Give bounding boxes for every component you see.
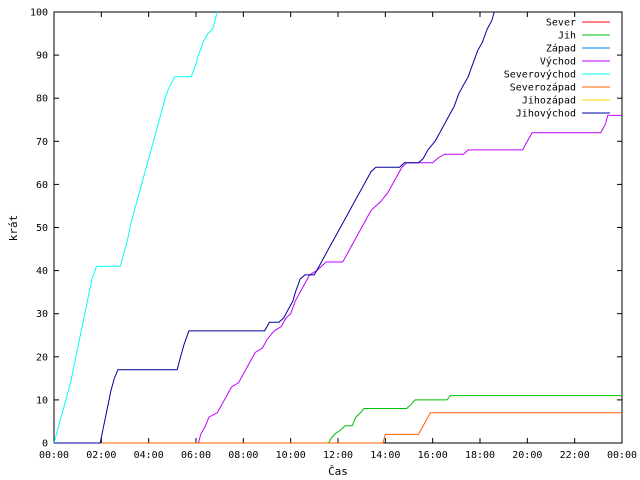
- series-line-jihovychod: [54, 11, 495, 444]
- legend-label-jih: Jih: [558, 31, 576, 42]
- y-tick-label: 60: [36, 180, 48, 191]
- y-axis-title: krát: [7, 215, 20, 242]
- y-tick-label: 70: [36, 137, 48, 148]
- x-tick-label: 04:00: [134, 450, 164, 461]
- x-tick-label: 10:00: [276, 450, 306, 461]
- axes: 00:00 02:00 04:00 06:00 08:00 10:00 12:00 14:00…: [30, 8, 637, 462]
- x-axis-title: Čas: [328, 465, 348, 478]
- series-line-vychod: [54, 114, 622, 444]
- series-layer: [53, 11, 622, 444]
- x-tick-label: 18:00: [465, 450, 495, 461]
- x-tick-label: 08:00: [228, 450, 258, 461]
- series-line-severovychod: [53, 11, 218, 444]
- legend-label-jihovychod: Jihovýchod: [516, 108, 576, 120]
- y-tick-label: 30: [36, 309, 48, 320]
- y-tick-label: 80: [36, 94, 48, 105]
- x-tick-label: 20:00: [512, 450, 542, 461]
- y-tick-label: 20: [36, 352, 48, 363]
- legend-label-severozapad: Severozápad: [510, 82, 576, 94]
- series-line-severozapad: [54, 412, 622, 444]
- y-tick-label: 0: [42, 439, 48, 450]
- legend-label-jihozapad: Jihozápad: [522, 95, 576, 107]
- y-tick-label: 90: [36, 51, 48, 62]
- y-tick-label: 40: [36, 266, 48, 277]
- legend-label-severovychod: Severovýchod: [504, 69, 576, 81]
- x-tick-label: 00:00: [607, 450, 637, 461]
- legend-label-vychod: Východ: [540, 56, 576, 68]
- legend-label-sever: Sever: [546, 18, 576, 29]
- x-tick-label: 06:00: [181, 450, 211, 461]
- legend: Sever JihZápadVýchodSeverovýchodSeverozáp…: [504, 18, 610, 120]
- x-tick-label: 12:00: [323, 450, 353, 461]
- y-tick-label: 50: [36, 223, 48, 234]
- x-tick-label: 22:00: [560, 450, 590, 461]
- x-tick-label: 02:00: [86, 450, 116, 461]
- x-tick-label: 00:00: [39, 450, 69, 461]
- y-tick-label: 100: [30, 8, 48, 19]
- series-line-jih: [54, 395, 622, 444]
- legend-label-zapad: Západ: [546, 43, 576, 55]
- y-tick-label: 10: [36, 395, 48, 406]
- x-tick-label: 14:00: [370, 450, 400, 461]
- x-tick-label: 16:00: [418, 450, 448, 461]
